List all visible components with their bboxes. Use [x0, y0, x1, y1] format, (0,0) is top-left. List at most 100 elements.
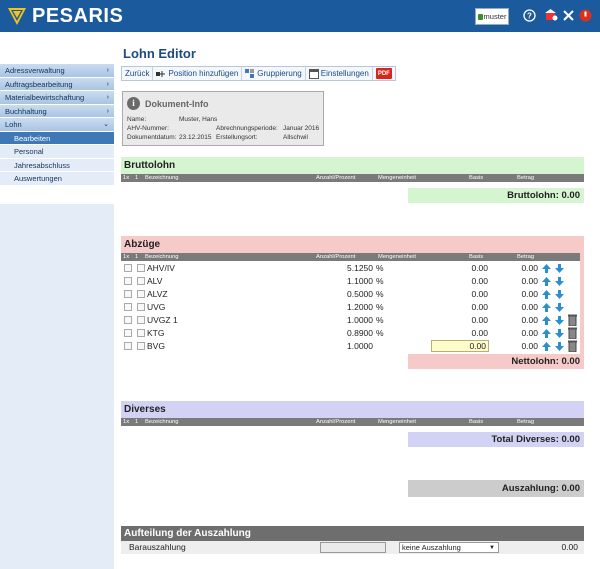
row-label: UVGZ 1 [147, 315, 178, 325]
row-unit: % [376, 328, 384, 338]
sidebar-item-lohn[interactable]: Lohn ⌄ [0, 118, 114, 132]
arrow-up-icon[interactable] [542, 316, 551, 325]
trash-icon[interactable] [568, 327, 577, 339]
arrow-down-icon[interactable] [555, 316, 564, 325]
arrow-up-icon[interactable] [542, 264, 551, 273]
arrow-down-icon[interactable] [555, 342, 564, 351]
power-icon[interactable] [579, 9, 592, 22]
row-label: ALVZ [147, 289, 168, 299]
col-betrag: Betrag [517, 175, 535, 181]
table-row: ALVZ 0.5000% 0.00 0.00 [121, 288, 584, 301]
info-icon: i [127, 97, 140, 110]
arrow-down-icon[interactable] [555, 264, 564, 273]
sidebar-item-buchhaltung[interactable]: Buchhaltung › [0, 104, 114, 118]
pdf-button[interactable]: PDF [373, 67, 395, 80]
brand-logo[interactable]: PESARIS [6, 5, 123, 27]
sidebar-background [0, 204, 114, 569]
pesaris-logo-icon [8, 8, 26, 25]
tools-icon[interactable] [562, 9, 575, 22]
aufteilung-row: Barauszahlung keine Auszahlung ▼ 0.00 [121, 541, 584, 554]
row-checkbox-1x[interactable] [124, 290, 132, 298]
row-checkbox-1x[interactable] [124, 316, 132, 324]
table-row: UVG 1.2000% 0.00 0.00 [121, 301, 584, 314]
diverses-title: Diverses [121, 401, 584, 418]
sidebar-item-label: Auftragsbearbeitung [5, 79, 73, 89]
bruttolohn-section: Bruttolohn 1x 1 Bezeichnung Anzahl/Proze… [121, 157, 584, 182]
row-checkbox-1[interactable] [137, 342, 145, 350]
table-row: BVG 1.0000 0.00 0.00 [121, 340, 584, 353]
trash-icon[interactable] [568, 340, 577, 352]
sidebar-subitem-jahresabschluss[interactable]: Jahresabschluss [0, 158, 114, 172]
abzuege-rows: AHV/IV 5.1250% 0.00 0.00 ALV 1.1000% 0.00 0.00 A… [121, 261, 584, 353]
arrow-up-icon[interactable] [542, 342, 551, 351]
sidebar-subitem-personal[interactable]: Personal [0, 145, 114, 159]
col-1: 1 [135, 419, 139, 425]
row-checkbox-1x[interactable] [124, 342, 132, 350]
col-1: 1 [135, 175, 139, 181]
arrow-down-icon[interactable] [555, 303, 564, 312]
row-basis: 0.00 [471, 289, 488, 299]
arrow-up-icon[interactable] [542, 290, 551, 299]
document-info-header: i Dokument-Info [127, 97, 209, 110]
arrow-down-icon[interactable] [555, 277, 564, 286]
sidebar-subitem-bearbeiten[interactable]: Bearbeiten [0, 131, 114, 145]
row-betrag: 0.00 [521, 302, 538, 312]
auszahlung-select[interactable]: keine Auszahlung ▼ [399, 542, 499, 553]
name-value: Muster, Hans [179, 116, 218, 123]
arrow-down-icon[interactable] [555, 290, 564, 299]
auszahlung-select-value: keine Auszahlung [402, 543, 461, 552]
place-label: Erstellungsort: [216, 134, 258, 141]
row-checkbox-1[interactable] [137, 264, 145, 272]
name-label: Name: [127, 116, 147, 123]
back-button[interactable]: Zurück [122, 67, 154, 80]
sidebar-subitem-auswertungen[interactable]: Auswertungen [0, 172, 114, 186]
grouping-button[interactable]: Gruppierung [242, 67, 306, 80]
row-checkbox-1[interactable] [137, 303, 145, 311]
row-checkbox-1[interactable] [137, 277, 145, 285]
sidebar-item-materialbewirtschaftung[interactable]: Materialbewirtschaftung › [0, 91, 114, 105]
arrow-up-icon[interactable] [542, 303, 551, 312]
row-basis: 0.00 [471, 328, 488, 338]
row-unit: % [376, 276, 384, 286]
grouping-icon [245, 68, 255, 78]
row-checkbox-1[interactable] [137, 316, 145, 324]
settings-icon[interactable] [545, 9, 558, 22]
abzuege-right-border [580, 253, 584, 367]
help-icon[interactable]: ? [523, 9, 536, 22]
trash-icon[interactable] [568, 314, 577, 326]
row-label: ALV [147, 276, 163, 286]
col-bezeichnung: Bezeichnung [145, 254, 179, 260]
add-position-button[interactable]: Position hinzufügen [153, 67, 243, 80]
barauszahlung-label: Barauszahlung [129, 542, 186, 552]
toolbar: Zurück Position hinzufügen Gruppierung E… [121, 66, 396, 81]
add-position-label: Position hinzufügen [168, 69, 239, 78]
user-name: muster [483, 12, 507, 21]
arrow-down-icon[interactable] [555, 329, 564, 338]
row-checkbox-1x[interactable] [124, 277, 132, 285]
row-percent: 1.2000 [347, 302, 373, 312]
document-info-panel: i Dokument-Info Name: Muster, Hans AHV-N… [122, 91, 324, 146]
sidebar-item-adressverwaltung[interactable]: Adressverwaltung › [0, 64, 114, 78]
barauszahlung-input[interactable] [320, 542, 386, 553]
settings-button[interactable]: Einstellungen [306, 67, 373, 80]
bruttolohn-total: Bruttolohn: 0.00 [408, 188, 584, 203]
row-checkbox-1x[interactable] [124, 264, 132, 272]
aufteilung-amount: 0.00 [561, 542, 578, 552]
col-mengeneinheit: Mengeneinheit [378, 419, 417, 425]
row-checkbox-1x[interactable] [124, 303, 132, 311]
user-badge[interactable]: muster [475, 8, 509, 25]
chevron-right-icon: › [106, 80, 109, 88]
ahv-label: AHV-Nummer: [127, 125, 169, 132]
chevron-right-icon: › [106, 107, 109, 115]
arrow-up-icon[interactable] [542, 277, 551, 286]
row-betrag: 0.00 [521, 328, 538, 338]
row-label: UVG [147, 302, 166, 312]
row-checkbox-1[interactable] [137, 290, 145, 298]
row-checkbox-1x[interactable] [124, 329, 132, 337]
arrow-up-icon[interactable] [542, 329, 551, 338]
add-position-icon [156, 70, 166, 77]
sidebar-item-auftragsbearbeitung[interactable]: Auftragsbearbeitung › [0, 77, 114, 91]
row-basis-input[interactable]: 0.00 [431, 340, 489, 352]
col-anzahl: Anzahl/Prozent [316, 254, 356, 260]
row-checkbox-1[interactable] [137, 329, 145, 337]
